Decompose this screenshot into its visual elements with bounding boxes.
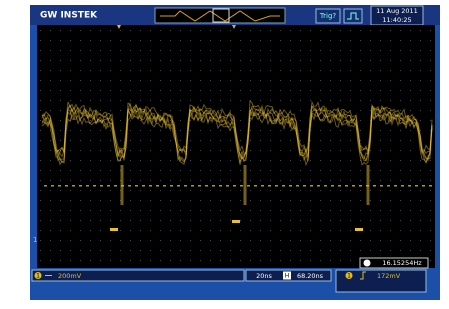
trace-segment: [142, 185, 145, 187]
trace-segment: [359, 185, 362, 187]
trace-segment: [429, 185, 432, 187]
trace-segment: [387, 185, 390, 187]
oscilloscope-screen: GW INSTEK Trig? 11 Aug 2011 11:40:25 1 1…: [0, 0, 449, 309]
trace-segment: [191, 185, 194, 187]
trace-segment: [149, 185, 152, 187]
trace-segment: [232, 220, 240, 223]
trace-segment: [93, 185, 96, 187]
trace-segment: [135, 185, 138, 187]
trace-segment: [100, 185, 103, 187]
trace-segment: [345, 185, 348, 187]
trace-segment: [128, 185, 131, 187]
trace-segment: [226, 185, 229, 187]
trigger-type-box[interactable]: [344, 9, 362, 23]
trigger-status: Trig?: [319, 12, 337, 20]
frequency: 16.15254Hz: [382, 259, 422, 267]
trace-segment: [401, 185, 404, 187]
trace-segment: [394, 185, 397, 187]
trace-segment: [205, 185, 208, 187]
trace-segment: [86, 185, 89, 187]
trace-segment: [51, 185, 54, 187]
channel-number: 1: [36, 273, 40, 280]
trace-segment: [268, 185, 271, 187]
trace-segment: [303, 185, 306, 187]
trace-segment: [79, 185, 82, 187]
time: 11:40:25: [382, 16, 411, 24]
trace-segment: [422, 185, 425, 187]
trace-segment: [331, 185, 334, 187]
trace-segment: [107, 185, 110, 187]
trace-segment: [380, 185, 383, 187]
trace-segment: [338, 185, 341, 187]
grid: [37, 25, 435, 268]
trace-segment: [72, 185, 75, 187]
trace-segment: [310, 185, 313, 187]
trace-segment: [275, 185, 278, 187]
trace-segment: [317, 185, 320, 187]
trace-segment: [219, 185, 222, 187]
trace-segment: [282, 185, 285, 187]
trace-segment: [296, 185, 299, 187]
trace-segment: [408, 185, 411, 187]
trace-segment: [240, 185, 243, 187]
trace-segment: [415, 185, 418, 187]
trace-segment: [233, 185, 236, 187]
trace-segment: [170, 185, 173, 187]
trace-segment: [177, 185, 180, 187]
trace-segment: [163, 185, 166, 187]
timebase: 20ns: [256, 272, 272, 280]
frequency-icon: [364, 260, 371, 267]
trace-segment: [114, 185, 117, 187]
channel-marker: 1: [33, 236, 37, 244]
volts-per-div: 200mV: [58, 272, 82, 280]
trace-segment: [198, 185, 201, 187]
trace-segment: [156, 185, 159, 187]
trace-segment: [352, 185, 355, 187]
horizontal-marker: H: [285, 273, 290, 280]
brand: GW INSTEK: [40, 11, 98, 21]
trace-segment: [289, 185, 292, 187]
trace-segment: [373, 185, 376, 187]
trace-segment: [184, 185, 187, 187]
trace-segment: [254, 185, 257, 187]
date: 11 Aug 2011: [376, 7, 418, 15]
trace-segment: [355, 228, 363, 231]
trace-segment: [110, 228, 118, 231]
horizontal-position: 68.20ns: [297, 272, 324, 280]
trace-segment: [44, 185, 47, 187]
trace-segment: [65, 185, 68, 187]
trace-segment: [212, 185, 215, 187]
trace-segment: [324, 185, 327, 187]
trigger-channel: 1: [347, 273, 351, 280]
trace-segment: [247, 185, 250, 187]
trace-segment: [58, 185, 61, 187]
trigger-level: 172mV: [377, 272, 401, 280]
trace-segment: [261, 185, 264, 187]
